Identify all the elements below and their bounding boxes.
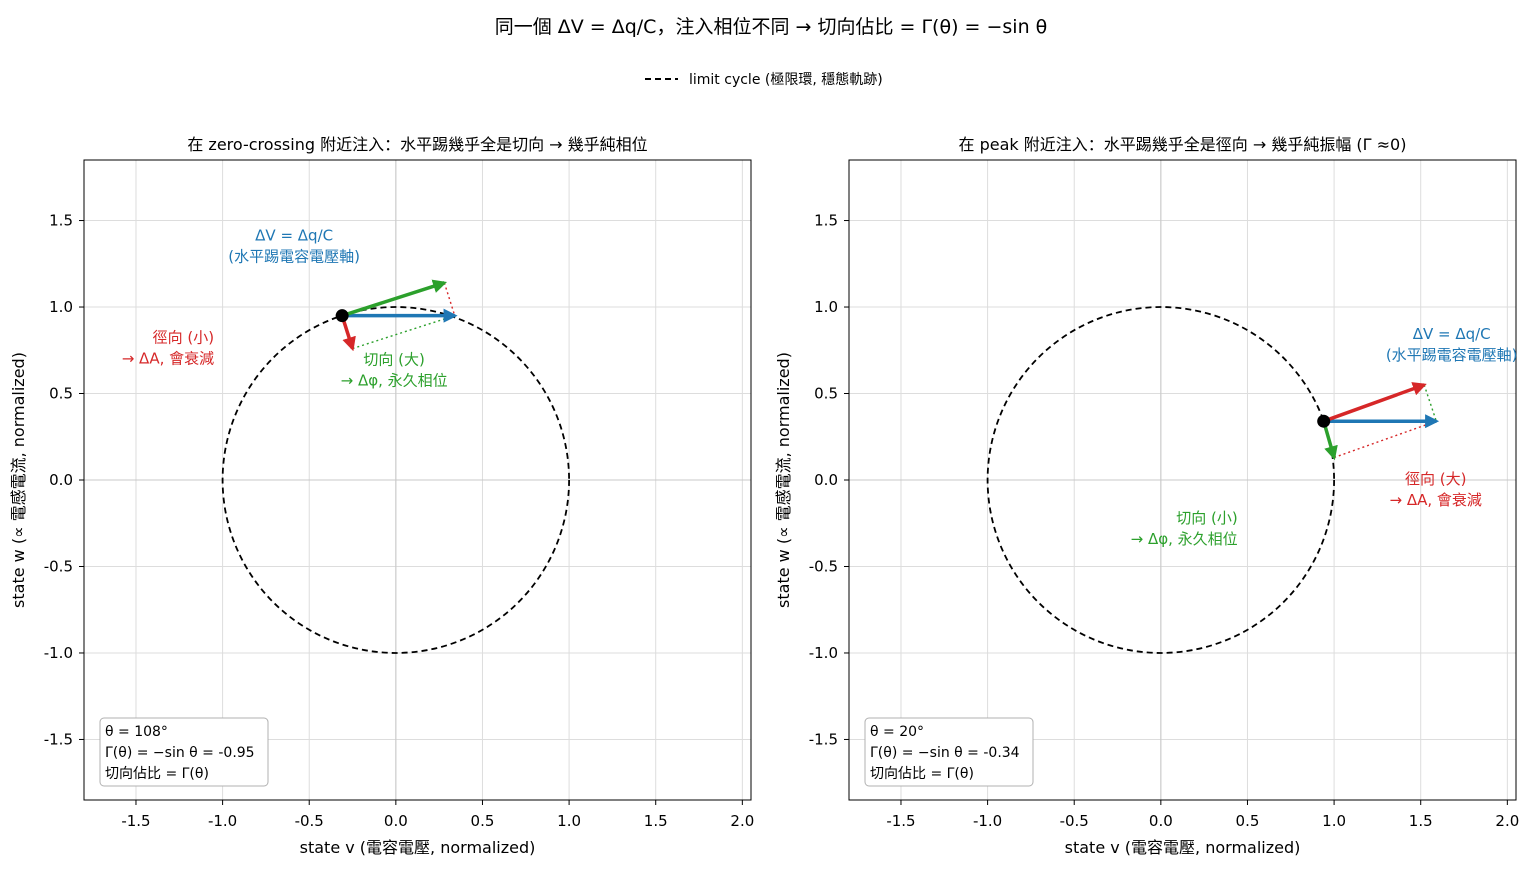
chart1-x-tick-label: 2.0 [730, 812, 754, 830]
chart2-tangential-label: 切向 (小) [1176, 509, 1237, 527]
chart2-info-box-line: 切向佔比 = Γ(θ) [870, 766, 974, 782]
chart2-info-box-line: θ = 20° [870, 724, 924, 740]
chart2-y-tick-label: 1.5 [814, 212, 838, 230]
chart2-radial-label: 徑向 (大) [1405, 470, 1466, 488]
chart1-x-tick-label: 1.5 [644, 812, 668, 830]
chart1-x-tick-label: 1.0 [557, 812, 581, 830]
chart1-info-box-line: θ = 108° [105, 724, 168, 740]
chart1-kick-label: ΔV = Δq/C [255, 227, 333, 245]
chart1-radial-label: → ΔA, 會衰減 [122, 350, 214, 368]
legend-label: limit cycle (極限環, 穩態軌跡) [689, 72, 883, 88]
chart2-kick-label: ΔV = Δq/C [1413, 325, 1491, 343]
chart1-projection-line-tangential [352, 315, 455, 350]
chart2-x-tick-label: -1.5 [886, 812, 915, 830]
chart1-y-axis-label: state w (∝ 電感電流, normalized) [9, 352, 28, 608]
figure-suptitle: 同一個 ΔV = Δq/C，注入相位不同 → 切向佔比 = Γ(θ) = −si… [495, 16, 1048, 38]
chart2-x-tick-label: 0.5 [1236, 812, 1260, 830]
chart1-info-box-line: 切向佔比 = Γ(θ) [105, 766, 209, 782]
chart2-tangential-label: → Δφ, 永久相位 [1131, 530, 1238, 548]
chart1-x-tick-label: -1.5 [121, 812, 150, 830]
chart2-limit-cycle [986, 306, 1335, 654]
figure-legend: limit cycle (極限環, 穩態軌跡) [645, 72, 883, 88]
chart1-title: 在 zero-crossing 附近注入：水平踢幾乎全是切向 → 幾乎純相位 [187, 135, 647, 154]
chart2-x-tick-label: -1.0 [973, 812, 1002, 830]
chart2-y-axis-label: state w (∝ 電感電流, normalized) [774, 352, 793, 608]
chart1-x-tick-label: 0.5 [471, 812, 495, 830]
chart-panel-zero-crossing: -1.5 -1.0 -0.5 0.0 0.5 1.0 1.5 2.0 -1.5 -1.0 -0.5 0… [9, 135, 754, 857]
chart1-y-tick-label: -1.0 [44, 644, 73, 662]
chart2-projection-line-tangential [1423, 384, 1437, 422]
chart2-injection-point [1317, 414, 1331, 428]
chart2-x-tick-label: 1.0 [1322, 812, 1346, 830]
chart1-y-tick-label: -0.5 [44, 557, 73, 575]
chart1-y-tick-label: 0.0 [49, 471, 73, 489]
chart2-kick-label: (水平踢電容電壓軸) [1386, 346, 1518, 364]
chart2-y-tick-label: 1.0 [814, 298, 838, 316]
chart1-info-box [99, 717, 269, 787]
chart1-x-tick-label: 0.0 [384, 812, 408, 830]
chart2-x-tick-label: -0.5 [1060, 812, 1089, 830]
chart2-y-tick-label: -0.5 [809, 557, 838, 575]
chart1-y-tick-label: 1.0 [49, 298, 73, 316]
chart1-injection-point [335, 309, 349, 323]
chart1-projection-line-radial [443, 282, 456, 316]
chart2-y-tick-label: -1.5 [809, 730, 838, 748]
chart1-radial-label: 徑向 (小) [153, 329, 214, 347]
chart2-title: 在 peak 附近注入：水平踢幾乎全是徑向 → 幾乎純振幅 (Γ ≈0) [959, 135, 1407, 154]
chart2-info-box-line: Γ(θ) = −sin θ = -0.34 [870, 745, 1020, 761]
chart1-x-tick-label: -1.0 [208, 812, 237, 830]
chart2-x-tick-label: 0.0 [1149, 812, 1173, 830]
chart1-kick-label: (水平踢電容電壓軸) [228, 248, 360, 266]
chart1-x-tick-label: -0.5 [295, 812, 324, 830]
chart1-tangential-label: → Δφ, 永久相位 [341, 372, 448, 390]
chart1-y-tick-label: 0.5 [49, 385, 73, 403]
chart1-limit-cycle [221, 306, 570, 654]
chart1-tangential-arrow [341, 279, 448, 318]
chart-panel-peak: -1.5 -1.0 -0.5 0.0 0.5 1.0 1.5 2.0 -1.5 -1.0 -0.5 0… [774, 135, 1519, 857]
chart2-x-axis-label: state v (電容電壓, normalized) [1065, 838, 1301, 857]
chart2-y-tick-label: -1.0 [809, 644, 838, 662]
chart2-info-box [864, 717, 1034, 787]
chart2-radial-label: → ΔA, 會衰減 [1389, 491, 1481, 509]
chart1-info-box-line: Γ(θ) = −sin θ = -0.95 [105, 745, 255, 761]
chart2-projection-line-radial [1333, 420, 1437, 459]
chart1-y-tick-label: 1.5 [49, 212, 73, 230]
chart2-radial-arrow [1323, 382, 1427, 423]
chart2-y-tick-label: 0.5 [814, 385, 838, 403]
chart2-y-tick-label: 0.0 [814, 471, 838, 489]
chart2-x-tick-label: 1.5 [1409, 812, 1433, 830]
chart1-tangential-label: 切向 (大) [363, 351, 424, 369]
chart1-y-tick-label: -1.5 [44, 730, 73, 748]
chart2-x-tick-label: 2.0 [1495, 812, 1519, 830]
chart1-x-axis-label: state v (電容電壓, normalized) [300, 838, 536, 857]
